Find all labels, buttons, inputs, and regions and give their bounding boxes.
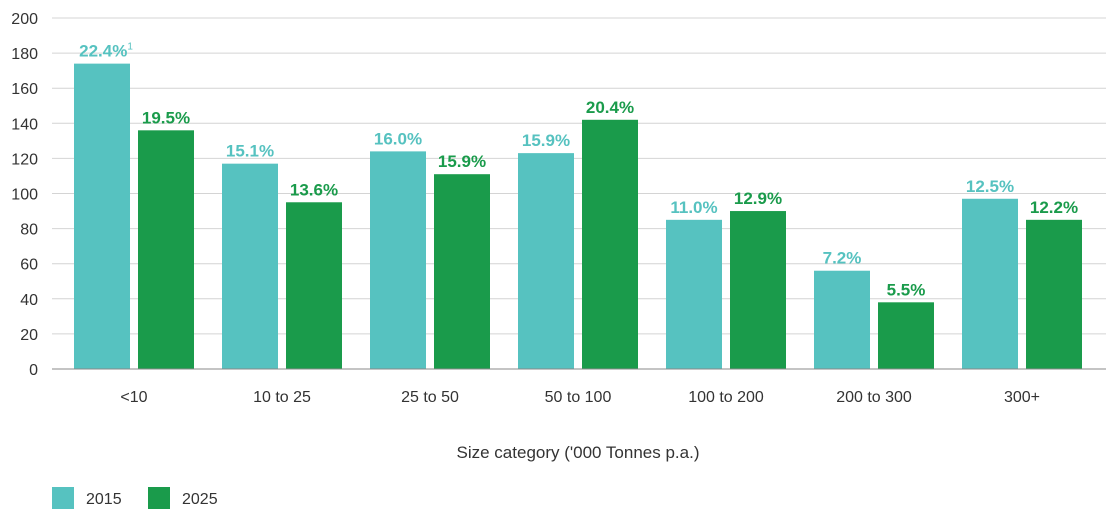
x-tick-label: 100 to 200: [688, 389, 764, 406]
data-label-2025-1: 13.6%: [290, 180, 338, 199]
x-axis-title: Size category ('000 Tonnes p.a.): [457, 443, 700, 462]
bar-2015-3: [518, 153, 574, 369]
data-label-2015-4: 11.0%: [670, 198, 717, 217]
x-tick-label: 10 to 25: [253, 389, 311, 406]
x-tick-label: 300+: [1004, 389, 1040, 406]
y-tick-label: 120: [11, 151, 38, 168]
x-tick-label: 25 to 50: [401, 389, 459, 406]
bar-2025-3: [582, 119, 638, 369]
bar-2025-0: [138, 130, 194, 369]
x-tick-label: 200 to 300: [836, 389, 912, 406]
y-tick-label: 80: [20, 222, 38, 239]
data-label-2015-5: 7.2%: [823, 249, 862, 268]
x-axis-ticks: <10 10 to 25 25 to 50 50 to 100 100 to 200 20…: [120, 389, 1040, 406]
data-label-2015-6: 12.5%: [966, 177, 1014, 196]
y-tick-label: 40: [20, 292, 38, 309]
bar-2025-2: [434, 174, 490, 369]
data-label-2025-6: 12.2%: [1030, 198, 1078, 217]
legend-label-2015: 2015: [86, 491, 122, 508]
legend-swatch-2025: [148, 487, 170, 509]
data-label-2025-3: 20.4%: [586, 98, 634, 117]
bars: [74, 63, 1082, 369]
legend-swatch-2015: [52, 487, 74, 509]
y-axis-ticks: 0 20 40 60 80 100 120 140 160 180 200: [11, 11, 38, 379]
legend-label-2025: 2025: [182, 491, 218, 508]
bar-2015-2: [370, 151, 426, 369]
y-tick-label: 140: [11, 116, 38, 133]
y-tick-label: 0: [29, 362, 38, 379]
bar-2015-5: [814, 270, 870, 369]
data-label-2025-4: 12.9%: [734, 189, 782, 208]
bar-2025-4: [730, 211, 786, 369]
x-tick-label: 50 to 100: [545, 389, 612, 406]
gridlines: [52, 17, 1106, 335]
footnote-marker: 1: [127, 42, 133, 53]
legend: 2015 2025: [52, 487, 218, 509]
data-label-2015-0: 22.4%1: [79, 42, 133, 61]
y-tick-label: 100: [11, 187, 38, 204]
y-tick-label: 20: [20, 327, 38, 344]
y-tick-label: 180: [11, 46, 38, 63]
bar-2015-1: [222, 163, 278, 369]
bar-2015-4: [666, 219, 722, 369]
data-label-2025-0: 19.5%: [142, 108, 190, 127]
bar-2025-6: [1026, 219, 1082, 369]
data-label-2025-2: 15.9%: [438, 152, 486, 171]
data-label-2015-1: 15.1%: [226, 142, 274, 161]
y-tick-label: 60: [20, 257, 38, 274]
data-label-2025-5: 5.5%: [887, 280, 926, 299]
bar-2025-1: [286, 202, 342, 369]
bar-2015-0: [74, 63, 130, 369]
x-tick-label: <10: [120, 389, 147, 406]
bar-2025-5: [878, 302, 934, 369]
y-tick-label: 200: [11, 11, 38, 28]
y-tick-label: 160: [11, 81, 38, 98]
data-labels: 22.4%1 19.5% 15.1% 13.6% 16.0% 15.9% 15.9% 20.4…: [79, 42, 1078, 300]
data-label-2015-2: 16.0%: [374, 129, 422, 148]
bar-2015-6: [962, 198, 1018, 369]
data-label-2015-3: 15.9%: [522, 131, 570, 150]
